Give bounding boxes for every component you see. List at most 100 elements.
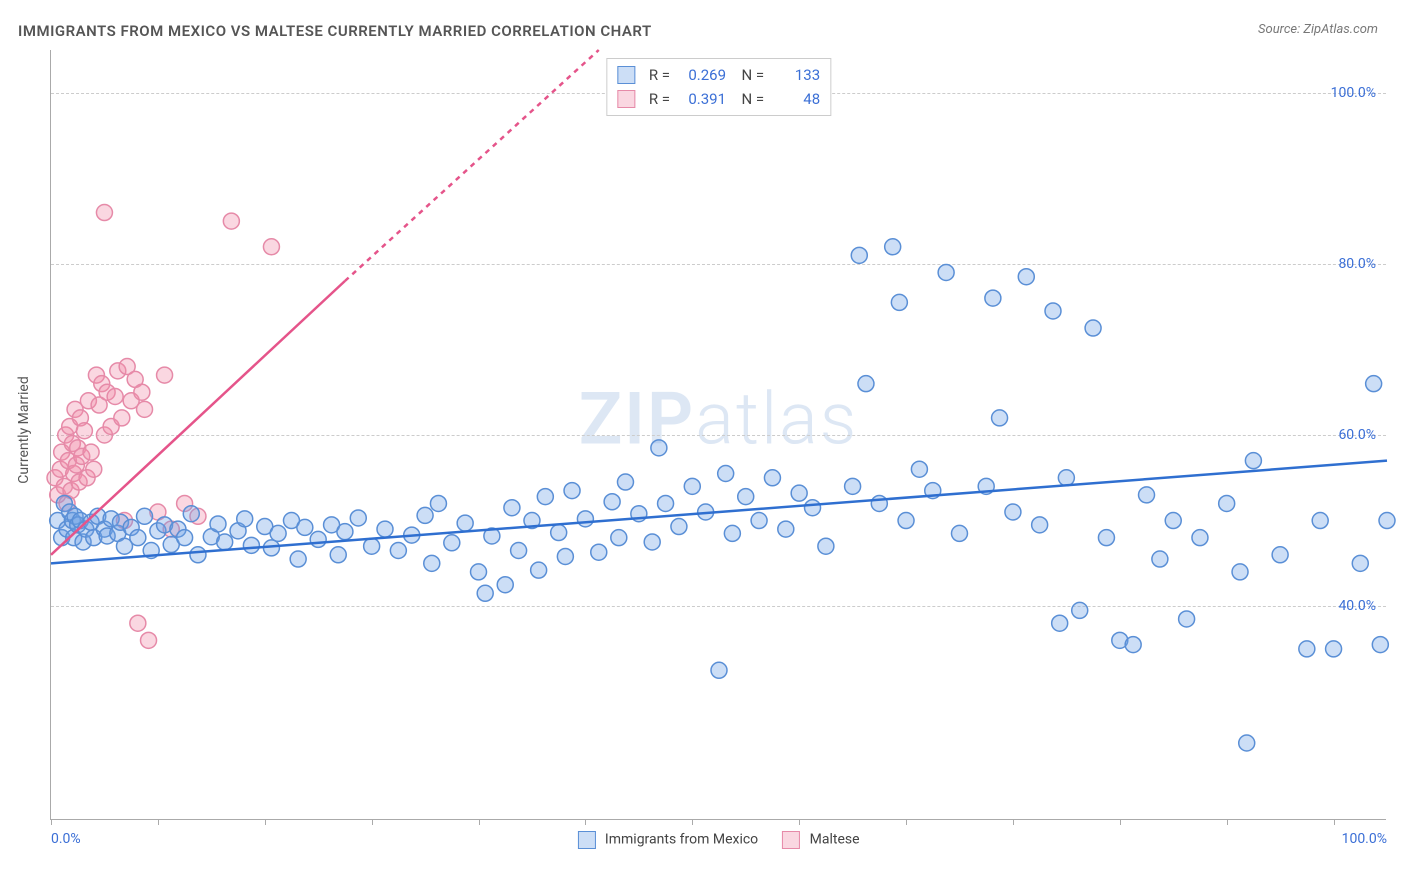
scatter-point — [845, 478, 861, 494]
scatter-point — [107, 389, 123, 405]
scatter-point — [1326, 641, 1342, 657]
scatter-point — [190, 547, 206, 563]
scatter-point — [617, 474, 633, 490]
plot-area: ZIPatlas 40.0%60.0%80.0%100.0% R =0.269 … — [50, 50, 1386, 820]
x-tick — [906, 819, 907, 825]
scatter-point — [851, 247, 867, 263]
scatter-point — [611, 530, 627, 546]
x-tick — [1334, 819, 1335, 825]
scatter-point — [270, 525, 286, 541]
scatter-point — [557, 548, 573, 564]
swatch-mexico — [577, 831, 595, 849]
scatter-point — [497, 577, 513, 593]
scatter-point — [83, 444, 99, 460]
scatter-point — [1032, 517, 1048, 533]
scatter-point — [778, 521, 794, 537]
swatch-maltese — [617, 90, 635, 108]
scatter-point — [137, 401, 153, 417]
scatter-point — [1058, 470, 1074, 486]
scatter-point — [1005, 504, 1021, 520]
scatter-point — [898, 513, 914, 529]
swatch-mexico — [617, 66, 635, 84]
scatter-point — [1272, 547, 1288, 563]
legend-row-maltese: R =0.391 N =48 — [617, 87, 820, 111]
scatter-point — [858, 376, 874, 392]
scatter-svg — [51, 50, 1386, 819]
scatter-point — [511, 543, 527, 559]
scatter-point — [96, 205, 112, 221]
scatter-point — [718, 466, 734, 482]
scatter-point — [290, 551, 306, 567]
scatter-point — [992, 410, 1008, 426]
x-tick — [372, 819, 373, 825]
scatter-point — [134, 384, 150, 400]
scatter-point — [217, 534, 233, 550]
scatter-point — [1372, 637, 1388, 653]
scatter-point — [430, 495, 446, 511]
scatter-point — [791, 485, 807, 501]
scatter-point — [1072, 602, 1088, 618]
scatter-point — [477, 585, 493, 601]
scatter-point — [86, 461, 102, 477]
legend-row-mexico: R =0.269 N =133 — [617, 63, 820, 87]
x-tick-label: 100.0% — [1342, 831, 1387, 847]
scatter-point — [76, 423, 92, 439]
scatter-point — [237, 511, 253, 527]
scatter-point — [911, 461, 927, 477]
scatter-point — [564, 483, 580, 499]
legend-item-mexico: Immigrants from Mexico — [577, 831, 758, 849]
scatter-point — [471, 564, 487, 580]
chart-title: IMMIGRANTS FROM MEXICO VS MALTESE CURREN… — [18, 22, 652, 40]
scatter-point — [177, 530, 193, 546]
source-attribution: Source: ZipAtlas.com — [1258, 22, 1378, 37]
scatter-point — [297, 519, 313, 535]
scatter-point — [711, 662, 727, 678]
scatter-point — [738, 489, 754, 505]
scatter-point — [1232, 564, 1248, 580]
scatter-point — [1239, 735, 1255, 751]
scatter-point — [531, 562, 547, 578]
swatch-maltese — [782, 831, 800, 849]
scatter-point — [671, 519, 687, 535]
scatter-point — [1052, 615, 1068, 631]
scatter-point — [377, 521, 393, 537]
scatter-point — [210, 516, 226, 532]
scatter-point — [350, 510, 366, 526]
scatter-point — [1379, 513, 1395, 529]
scatter-point — [684, 478, 700, 494]
x-tick — [585, 819, 586, 825]
scatter-point — [417, 507, 433, 523]
scatter-point — [1165, 513, 1181, 529]
scatter-point — [1152, 551, 1168, 567]
scatter-point — [1219, 495, 1235, 511]
scatter-point — [658, 495, 674, 511]
scatter-point — [938, 264, 954, 280]
y-axis-label: Currently Married — [16, 376, 32, 483]
scatter-point — [651, 440, 667, 456]
scatter-point — [985, 290, 1001, 306]
x-tick-label: 0.0% — [51, 831, 81, 847]
scatter-point — [818, 538, 834, 554]
scatter-point — [951, 525, 967, 541]
scatter-point — [805, 500, 821, 516]
scatter-point — [1018, 269, 1034, 285]
scatter-point — [157, 367, 173, 383]
scatter-point — [577, 511, 593, 527]
scatter-point — [1179, 611, 1195, 627]
x-tick — [1013, 819, 1014, 825]
scatter-point — [1366, 376, 1382, 392]
scatter-point — [891, 294, 907, 310]
scatter-point — [1125, 637, 1141, 653]
x-tick — [1120, 819, 1121, 825]
scatter-point — [310, 531, 326, 547]
scatter-point — [724, 525, 740, 541]
x-tick — [158, 819, 159, 825]
legend-item-maltese: Maltese — [782, 831, 859, 849]
scatter-point — [551, 525, 567, 541]
series-legend: Immigrants from Mexico Maltese — [577, 831, 859, 849]
scatter-point — [137, 508, 153, 524]
scatter-point — [764, 470, 780, 486]
scatter-point — [537, 489, 553, 505]
scatter-point — [751, 513, 767, 529]
scatter-point — [1098, 530, 1114, 546]
